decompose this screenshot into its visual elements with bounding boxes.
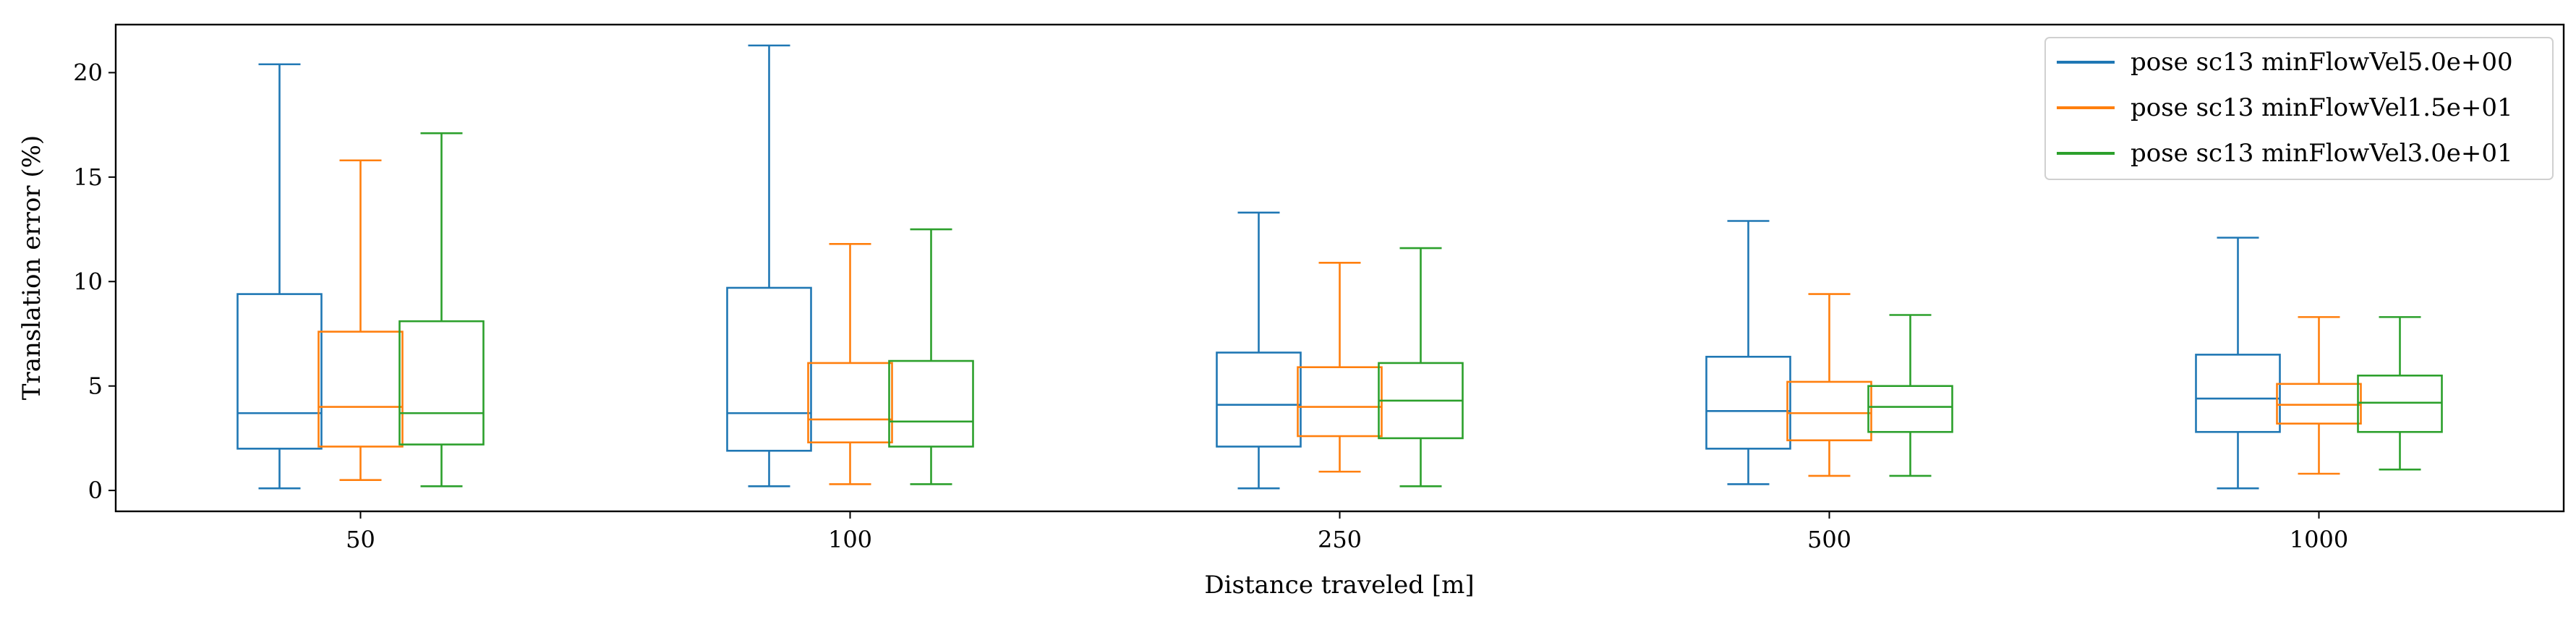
box-iqr: [726, 286, 812, 452]
box-group: [1705, 220, 1791, 485]
x-axis: 50 100 250 500 1000: [346, 511, 2348, 553]
box-group: [888, 228, 974, 485]
box-series-group: [236, 44, 2443, 490]
y-tick-label: 10: [73, 268, 103, 295]
legend-entry-label: pose sc13 minFlowVel3.0e+01: [2131, 139, 2513, 168]
box-group: [807, 242, 893, 485]
legend-box: [2044, 37, 2554, 180]
box-iqr: [2195, 354, 2281, 433]
box-group: [1867, 314, 1953, 477]
y-tick-label: 5: [88, 372, 103, 400]
plot-frame: [114, 23, 2565, 513]
legend-entry-label: pose sc13 minFlowVel5.0e+00: [2131, 48, 2513, 77]
box-group: [317, 159, 404, 481]
x-tick-label: 50: [346, 526, 375, 553]
box-iqr: [2276, 383, 2362, 425]
box-group: [398, 132, 485, 487]
box-group: [1297, 261, 1383, 473]
box-iqr: [1786, 380, 1872, 442]
box-group: [236, 63, 323, 490]
y-tick-label: 0: [88, 477, 103, 504]
x-tick-label: 100: [828, 526, 872, 553]
x-axis-label: Distance traveled [m]: [1204, 571, 1474, 600]
box-iqr: [398, 320, 485, 446]
box-iqr: [888, 359, 974, 448]
box-iqr: [807, 362, 893, 443]
box-iqr: [1297, 366, 1383, 438]
box-iqr: [236, 293, 323, 450]
box-iqr: [2357, 374, 2443, 433]
box-group: [1786, 293, 1872, 477]
legend-entry-label: pose sc13 minFlowVel1.5e+01: [2131, 93, 2513, 122]
x-tick-label: 500: [1807, 526, 1851, 553]
legend: pose sc13 minFlowVel5.0e+00 pose sc13 min…: [2044, 37, 2554, 180]
box-group: [1216, 211, 1302, 490]
x-tick-label: 1000: [2290, 526, 2348, 553]
y-axis: 0 5 10 15 20: [73, 59, 116, 504]
box-iqr: [1705, 355, 1791, 450]
box-group: [2276, 316, 2362, 475]
box-group: [726, 44, 812, 487]
y-tick-label: 15: [73, 163, 103, 191]
y-tick-label: 20: [73, 59, 103, 86]
box-group: [1378, 247, 1464, 487]
box-group: [2357, 316, 2443, 471]
box-iqr: [317, 331, 404, 448]
y-axis-label: Translation error (%): [17, 135, 46, 400]
box-group: [2195, 237, 2281, 490]
box-iqr: [1867, 385, 1953, 433]
box-iqr: [1216, 352, 1302, 448]
x-tick-label: 250: [1318, 526, 1362, 553]
